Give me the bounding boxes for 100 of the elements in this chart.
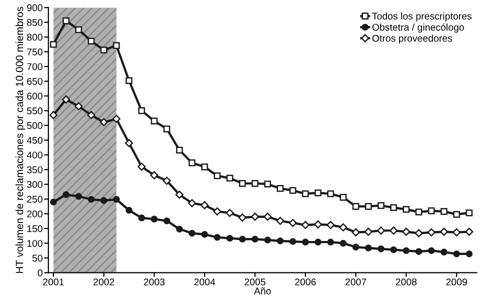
point (352, 228, 360, 236)
point (314, 238, 322, 246)
x-tick-label: 2005 (244, 278, 266, 286)
point (276, 185, 284, 192)
y-tick-label: 700 (27, 63, 42, 70)
y-tick-label: 800 (27, 34, 42, 41)
point (200, 201, 209, 210)
x-tick-label: 2008 (396, 278, 417, 286)
point (226, 174, 234, 182)
point (327, 238, 334, 246)
point (214, 234, 221, 241)
point (427, 228, 436, 236)
point (62, 95, 70, 104)
point (188, 199, 196, 208)
point (327, 190, 334, 198)
point (214, 172, 221, 180)
point (75, 26, 82, 34)
point (188, 159, 196, 166)
point (62, 191, 70, 198)
point (150, 216, 158, 222)
point (264, 212, 272, 221)
y-tick-label: 600 (27, 92, 42, 100)
point (376, 226, 386, 235)
point (176, 146, 183, 154)
point (239, 180, 246, 187)
point (126, 206, 132, 214)
point (428, 247, 435, 254)
point (314, 220, 322, 228)
point (213, 207, 222, 216)
point (364, 203, 372, 210)
y-tick-label: 450 (26, 136, 42, 144)
point (100, 46, 108, 54)
point (100, 118, 108, 126)
point (288, 218, 297, 227)
point (428, 207, 435, 214)
point (226, 208, 234, 217)
point (88, 196, 95, 203)
point (162, 176, 171, 185)
point (314, 189, 322, 196)
point (113, 196, 120, 203)
y-tick-label: 400 (26, 152, 42, 158)
point (414, 229, 423, 238)
point (124, 139, 134, 148)
point (402, 206, 410, 213)
x-tick-label: 2006 (295, 278, 316, 286)
point (390, 204, 397, 211)
y-tick-label: 0 (38, 269, 42, 276)
point (226, 234, 234, 242)
point (252, 180, 258, 187)
point (364, 228, 372, 236)
point (75, 193, 82, 200)
point (112, 114, 120, 123)
y-tick-label: 200 (27, 210, 42, 218)
point (50, 40, 57, 48)
point (88, 38, 95, 45)
legend-label: Todos los prescriptores (372, 12, 472, 22)
y-tick-label: 350 (26, 166, 42, 174)
point (50, 198, 57, 206)
x-tick-label: 2004 (194, 278, 216, 286)
point (402, 247, 410, 254)
y-axis-title: HT volumen de reclamaciones por cada 10.000 miembros (16, 6, 26, 273)
point (440, 208, 448, 215)
point (264, 180, 272, 188)
point (163, 217, 170, 224)
point (302, 190, 309, 198)
y-tick-label: 50 (32, 254, 42, 262)
point (188, 230, 196, 237)
point (466, 209, 473, 216)
point (466, 250, 473, 258)
point (74, 102, 83, 110)
point (352, 203, 360, 210)
y-tick-label: 550 (27, 107, 42, 114)
point (49, 111, 58, 120)
y-tick-label: 900 (27, 4, 42, 12)
point (302, 238, 309, 246)
x-tick-label: 2009 (446, 278, 467, 286)
point (276, 237, 284, 244)
point (402, 228, 410, 236)
point (326, 220, 335, 230)
y-tick-label: 250 (27, 196, 42, 203)
point (62, 17, 70, 24)
point (390, 226, 398, 235)
point (138, 162, 146, 171)
point (238, 214, 246, 222)
point (415, 208, 422, 216)
point (150, 171, 158, 180)
point (453, 210, 460, 218)
point (113, 42, 120, 49)
point (201, 164, 208, 170)
y-tick-label: 750 (27, 48, 42, 56)
point (250, 212, 260, 221)
point (87, 111, 96, 120)
point (239, 236, 246, 243)
point (138, 107, 146, 114)
y-tick-label: 100 (27, 240, 42, 247)
y-tick-label: 500 (27, 122, 42, 130)
point (378, 245, 384, 252)
x-tick-label: 2007 (345, 278, 366, 286)
point (301, 220, 310, 230)
y-tick-label: 150 (27, 225, 42, 232)
